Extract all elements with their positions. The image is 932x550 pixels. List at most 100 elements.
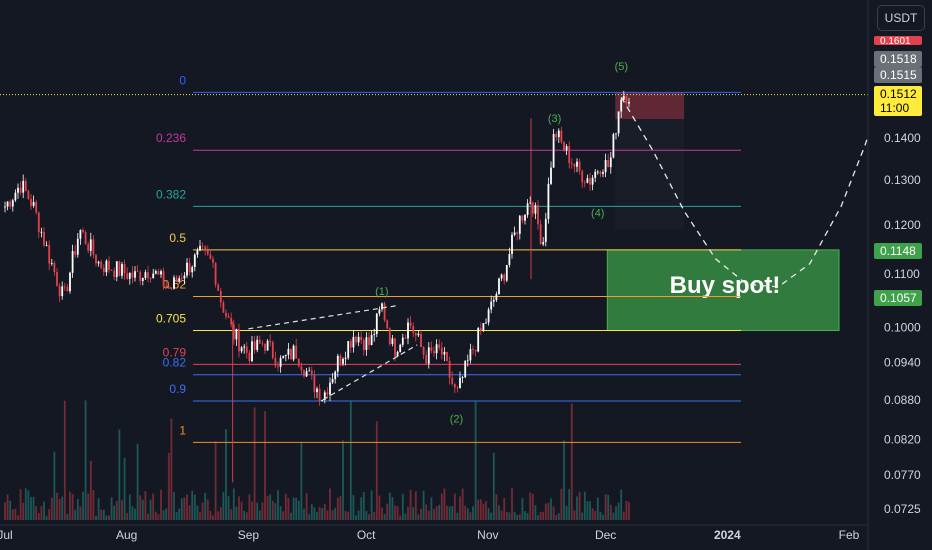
candle-body: [331, 378, 334, 383]
candle-body: [586, 178, 589, 183]
volume-bar: [391, 497, 394, 520]
volume-bar: [35, 506, 38, 520]
volume-bar: [212, 515, 214, 520]
currency-button[interactable]: USDT: [877, 5, 925, 31]
price-badge-label: 0.1515: [880, 68, 917, 82]
volume-bar: [82, 491, 84, 520]
volume-bar: [113, 505, 116, 520]
candle-body: [290, 348, 292, 360]
volume-bar: [245, 512, 248, 520]
volume-bar: [537, 515, 539, 520]
x-tick-label: Dec: [595, 528, 616, 542]
volume-bar: [422, 490, 425, 520]
volume-bar: [74, 509, 77, 520]
volume-bar: [173, 492, 175, 520]
candle-body: [357, 336, 360, 343]
candle-body: [193, 254, 196, 268]
candle-body: [321, 399, 324, 401]
volume-bar: [204, 492, 207, 520]
volume-bar: [347, 511, 350, 520]
candle-body: [594, 171, 597, 178]
candle-body: [381, 303, 383, 310]
volume-bar: [50, 497, 53, 520]
candle-body: [227, 316, 230, 318]
volume-bar: [11, 509, 14, 520]
candle-body: [19, 187, 22, 193]
volume-bar: [199, 512, 201, 520]
volume-bar: [578, 491, 581, 520]
candle-body: [511, 234, 513, 254]
volume-bar: [4, 502, 6, 520]
candle-body: [464, 360, 467, 378]
triangle-lower-line: [322, 344, 418, 401]
volume-bar: [516, 514, 519, 520]
candle-body: [479, 328, 482, 331]
fib-label: 0.705: [156, 312, 186, 326]
volume-bar: [446, 505, 448, 520]
candle-body: [17, 187, 19, 193]
candle-body: [349, 341, 352, 348]
volume-bar: [292, 497, 295, 520]
price-badge: [874, 67, 922, 83]
candle-body: [238, 329, 240, 352]
candle-body: [482, 323, 485, 331]
candle-body: [162, 271, 165, 287]
volume-bar: [206, 499, 209, 520]
y-tick-label: 0.0725: [884, 502, 921, 516]
volume-bar: [560, 488, 563, 520]
volume-bar: [196, 505, 199, 520]
candle-body: [232, 324, 235, 340]
candle-body: [495, 294, 498, 300]
countdown-label: 11:00: [880, 101, 909, 115]
candle-body: [206, 250, 209, 255]
candle-body: [126, 273, 129, 279]
volume-bar: [56, 492, 58, 520]
candle-body: [526, 203, 529, 215]
candle-body: [474, 349, 477, 352]
volume-bar: [183, 497, 186, 520]
volume-bar: [201, 502, 204, 520]
volume-bar: [459, 496, 461, 520]
candle-body: [121, 264, 123, 276]
candle-body: [71, 251, 74, 273]
candle-body: [308, 370, 311, 372]
candle-body: [438, 344, 441, 348]
candle-body: [118, 261, 121, 276]
candle-body: [95, 254, 97, 264]
volume-bar: [602, 514, 604, 520]
volume-bar: [472, 506, 474, 520]
volume-bar: [401, 493, 404, 520]
candle-body: [352, 336, 355, 348]
volume-bar: [469, 512, 472, 520]
volume-bar: [326, 510, 329, 520]
candle-body: [404, 337, 407, 339]
candle-body: [531, 202, 534, 214]
volume-bar: [550, 498, 552, 520]
candle-body: [552, 133, 555, 168]
candle-body: [386, 320, 389, 329]
candle-body: [76, 238, 79, 255]
candle-body: [6, 201, 9, 207]
candle-body: [191, 267, 194, 273]
candle-body: [264, 343, 266, 351]
volume-bar: [87, 493, 90, 520]
volume-bar: [466, 508, 469, 520]
candle-body: [469, 349, 472, 361]
volume-bar: [617, 502, 620, 520]
volume-bar: [544, 503, 547, 520]
volume-bar: [102, 509, 105, 520]
candle-body: [615, 133, 617, 135]
candle-body: [175, 277, 178, 282]
candle-body: [30, 198, 32, 206]
y-tick-label: 0.1400: [884, 131, 921, 145]
candle-body: [212, 258, 214, 263]
volume-bar: [162, 510, 165, 520]
candle-body: [334, 371, 337, 379]
candle-body: [147, 272, 149, 279]
volume-bar: [615, 506, 617, 520]
volume-bar: [453, 493, 456, 520]
volume-bar: [264, 411, 266, 520]
candle-body: [287, 348, 290, 355]
candle-body: [160, 271, 162, 275]
